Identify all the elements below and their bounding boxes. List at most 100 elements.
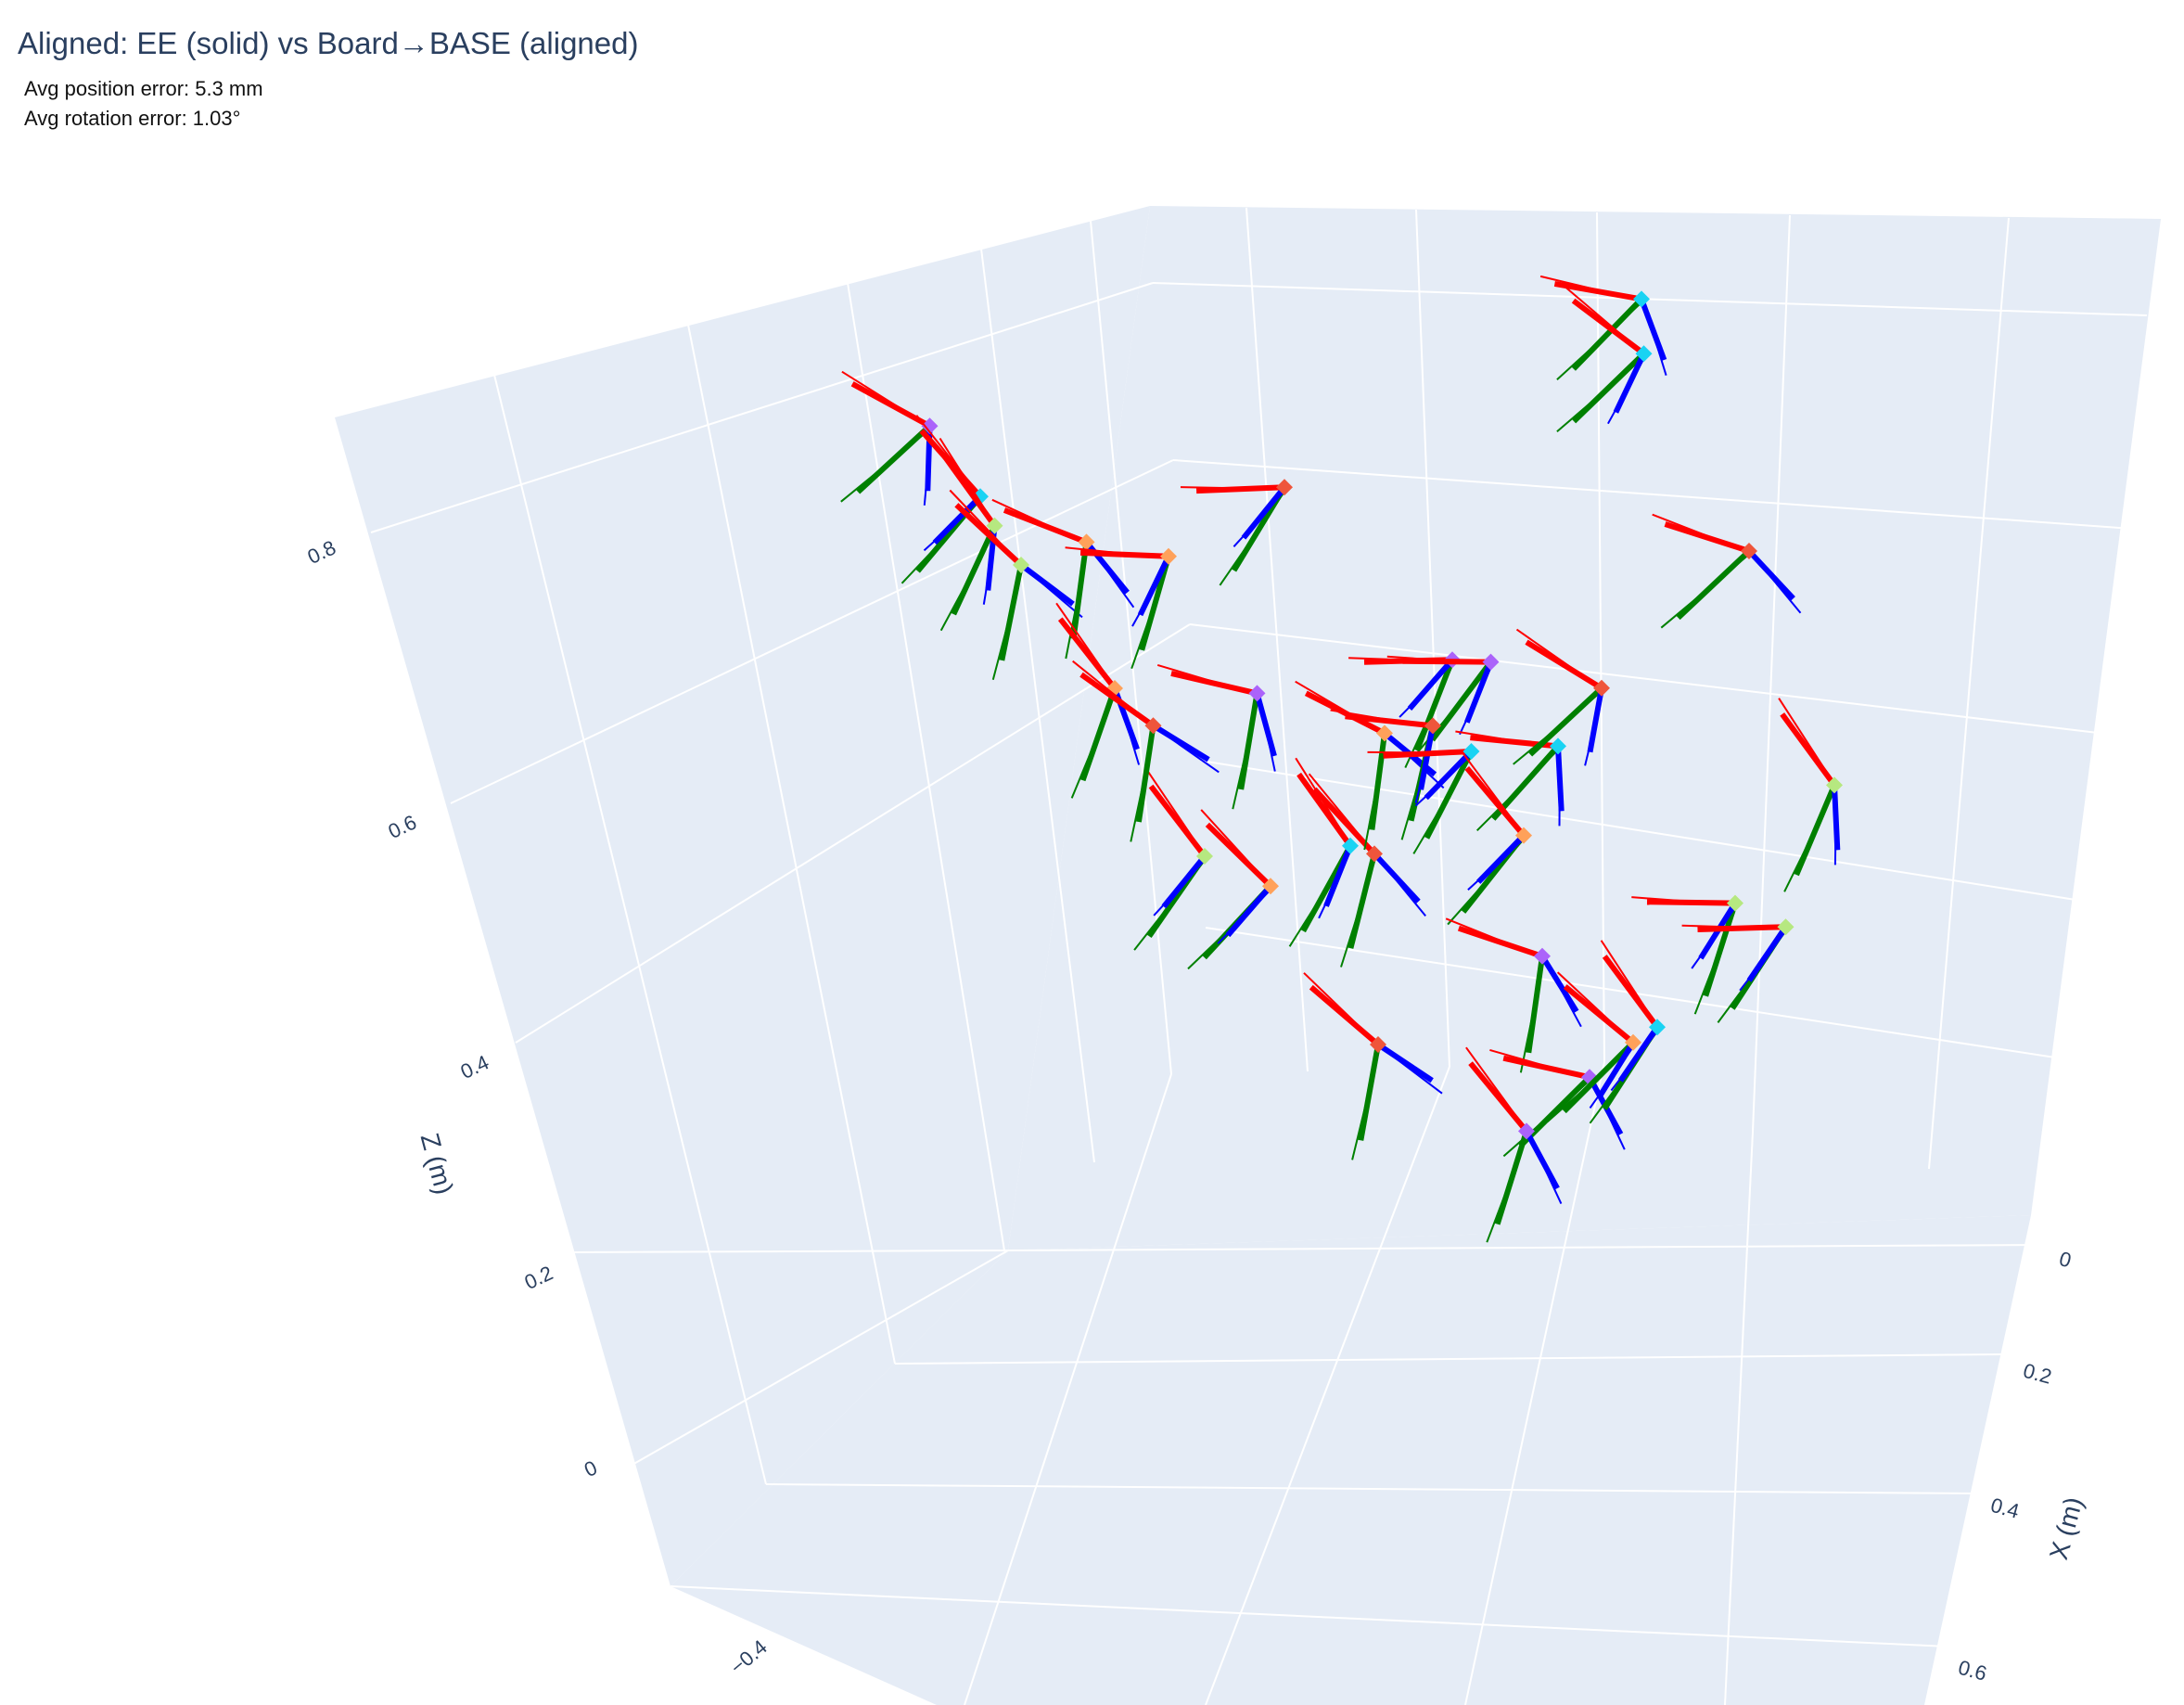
frame-origin-marker[interactable] xyxy=(1635,345,1653,363)
pose-frame[interactable] xyxy=(1367,743,1480,854)
pose-frame[interactable] xyxy=(1539,275,1667,381)
pose-frame[interactable] xyxy=(1556,286,1653,433)
frame-ee-z-axis xyxy=(1151,723,1210,763)
frame-origin-marker[interactable] xyxy=(1777,918,1794,936)
grid-floor-x-0 xyxy=(1007,1244,2046,1251)
error-annotations: Avg position error: 5.3 mm Avg rotation … xyxy=(24,74,263,134)
x-tick-0: 0 xyxy=(2057,1247,2074,1272)
grid-x-4-back xyxy=(1752,214,1791,1133)
frame-ee-x-axis xyxy=(1457,925,1543,959)
frame-origin-marker[interactable] xyxy=(1727,894,1743,912)
frame-origin-marker[interactable] xyxy=(1649,1019,1666,1036)
z-tick-2: 0.4 xyxy=(457,1050,492,1083)
z-tick-4: 0.8 xyxy=(304,535,339,569)
frame-origin-marker[interactable] xyxy=(1826,776,1843,794)
pose-frame[interactable] xyxy=(1489,1048,1626,1158)
frame-origin-marker[interactable] xyxy=(1462,743,1480,760)
frame-ee-z-axis xyxy=(1241,485,1287,540)
frame-ee-z-axis xyxy=(1524,1129,1560,1190)
grid-z-000-left xyxy=(630,1250,1009,1467)
frame-origin-marker[interactable] xyxy=(1160,547,1177,565)
frame-origin-marker[interactable] xyxy=(1013,557,1029,573)
pose-frame[interactable] xyxy=(1589,940,1667,1124)
z-tick-3: 0.6 xyxy=(385,810,420,843)
grid-y-1-left xyxy=(493,374,767,1485)
frame-origin-marker[interactable] xyxy=(1196,848,1213,865)
grid-x-5-back xyxy=(1928,217,2010,1170)
pose-frame[interactable] xyxy=(1546,971,1641,1123)
pose-frame[interactable] xyxy=(1308,773,1426,968)
frame-origin-marker[interactable] xyxy=(1625,1033,1641,1051)
frame-origin-marker[interactable] xyxy=(1550,737,1566,755)
pose-frame[interactable] xyxy=(1447,751,1532,926)
frame-origin-marker[interactable] xyxy=(1424,717,1441,735)
pose-frame[interactable] xyxy=(1330,709,1441,840)
frame-ee-y-axis xyxy=(1494,1130,1529,1225)
pose-frame[interactable] xyxy=(1180,479,1293,586)
frame-ee-z-axis xyxy=(1161,854,1207,909)
frame-ee-y-axis xyxy=(1369,733,1387,830)
frame-origin-marker[interactable] xyxy=(921,417,939,435)
avg-position-error: Avg position error: 5.3 mm xyxy=(24,77,263,100)
frame-origin-marker[interactable] xyxy=(1248,685,1266,702)
frame-ee-y-axis xyxy=(1079,687,1118,782)
frame-origin-marker[interactable] xyxy=(1144,717,1162,735)
frame-origin-marker[interactable] xyxy=(1633,290,1650,308)
pose-frame[interactable] xyxy=(1513,628,1610,766)
frame-ee-y-axis xyxy=(1676,548,1752,621)
pose-frame[interactable] xyxy=(1778,698,1843,892)
pane-xz-back xyxy=(1008,206,2161,1250)
frame-ee-y-axis xyxy=(1424,750,1475,840)
avg-rotation-error: Avg rotation error: 1.03° xyxy=(24,107,241,130)
pose-frame[interactable] xyxy=(1465,1046,1563,1243)
frame-ee-x-axis xyxy=(1383,749,1472,759)
frame-ee-y-axis xyxy=(1562,1040,1636,1114)
pose-frame[interactable] xyxy=(1065,546,1177,670)
frame-origin-marker[interactable] xyxy=(986,517,1003,534)
pose-frame[interactable] xyxy=(1303,972,1443,1160)
frame-origin-marker[interactable] xyxy=(1482,653,1500,671)
pose-frame[interactable] xyxy=(991,498,1135,660)
frame-ee-x-axis xyxy=(1170,670,1258,697)
frame-ee-y-axis xyxy=(1526,955,1545,1054)
frame-origin-marker[interactable] xyxy=(1515,827,1532,844)
frame-origin-marker[interactable] xyxy=(1370,1036,1386,1053)
pose-frame[interactable] xyxy=(1445,917,1582,1073)
frame-ee-x-axis xyxy=(1563,984,1635,1045)
frame-ee-y-axis xyxy=(1572,352,1646,424)
grid-z-020-back xyxy=(1200,760,2076,901)
pose-frame[interactable] xyxy=(949,489,1083,681)
frame-ee-x-axis xyxy=(1296,772,1353,848)
frame-origin-marker[interactable] xyxy=(1366,845,1383,863)
frame-ee-z-axis xyxy=(1613,352,1647,414)
frame-origin-marker[interactable] xyxy=(1741,543,1757,559)
frame-ee-y-axis xyxy=(1490,744,1561,821)
pose-frame[interactable] xyxy=(1187,809,1279,970)
frame-origin-marker[interactable] xyxy=(1593,679,1610,697)
frame-ee-z-axis xyxy=(1746,925,1788,982)
frame-ee-x-axis xyxy=(1525,639,1603,691)
frame-origin-marker[interactable] xyxy=(1534,947,1551,965)
pose-frame[interactable] xyxy=(1072,660,1220,842)
frame-origin-marker[interactable] xyxy=(1342,837,1359,854)
frame-ee-z-axis xyxy=(1407,658,1455,711)
grid-floor-y-2 xyxy=(1205,1066,1450,1705)
pose-frame[interactable] xyxy=(939,437,1003,632)
frame-ee-z-axis xyxy=(1418,724,1436,790)
pose-frame[interactable] xyxy=(1652,513,1802,629)
frame-ee-x-axis xyxy=(1697,924,1786,932)
frame-origin-marker[interactable] xyxy=(1262,878,1279,895)
pose-frame[interactable] xyxy=(1156,663,1277,810)
frame-ee-z-axis xyxy=(1464,660,1494,724)
frame-ee-x-axis xyxy=(1195,484,1285,494)
frame-origin-marker[interactable] xyxy=(1276,479,1293,496)
x-axis-title: X (m) xyxy=(2044,1493,2088,1562)
pose-frame[interactable] xyxy=(1133,770,1213,951)
grid-z-040-left xyxy=(515,623,1191,1044)
frame-origin-marker[interactable] xyxy=(1376,724,1393,742)
frame-ee-z-axis xyxy=(1555,746,1565,812)
frame-origin-marker[interactable] xyxy=(1078,533,1095,551)
pose-frame[interactable] xyxy=(1681,918,1794,1023)
frame-origin-marker[interactable] xyxy=(1518,1122,1535,1140)
